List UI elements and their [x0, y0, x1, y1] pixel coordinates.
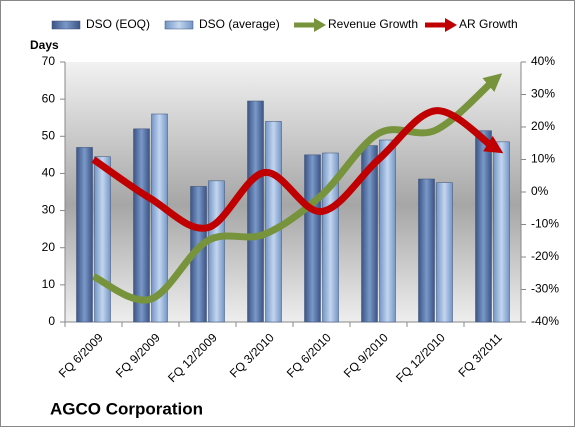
bar	[133, 128, 150, 323]
y2-tick-label: -10%	[531, 217, 559, 231]
y2-tick-label: 40%	[531, 54, 555, 68]
legend-swatch	[51, 20, 81, 30]
growth-line	[91, 107, 504, 232]
y-tick-label: 60	[42, 91, 56, 105]
chart-title: AGCO Corporation	[50, 399, 203, 418]
y-tick-label: 70	[42, 54, 56, 68]
y-axis-label: Days	[30, 38, 59, 52]
y-tick-label: 0	[48, 314, 55, 328]
bar	[361, 145, 378, 323]
y-tick-label: 10	[42, 277, 56, 291]
y2-tick-label: -40%	[531, 314, 559, 328]
bar	[304, 154, 321, 323]
bar	[436, 182, 453, 323]
bar	[493, 141, 510, 323]
y2-tick-label: -20%	[531, 249, 559, 263]
y-tick-label: 20	[42, 240, 56, 254]
bar	[247, 100, 264, 323]
y-tick-label: 30	[42, 203, 56, 217]
bar	[475, 130, 492, 323]
bar	[265, 121, 282, 323]
bar	[379, 139, 396, 323]
legend-label: DSO (EOQ)	[86, 17, 150, 31]
bar	[208, 180, 225, 323]
legend-label: Revenue Growth	[328, 17, 418, 31]
y-tick-label: 50	[42, 128, 56, 142]
y2-tick-label: 10%	[531, 152, 555, 166]
legend-arrow	[445, 18, 457, 32]
y2-tick-label: 0%	[531, 184, 549, 198]
y2-tick-label: 20%	[531, 119, 555, 133]
legend-arrow	[314, 18, 326, 32]
bar	[76, 147, 93, 323]
bar	[94, 156, 111, 323]
bar	[418, 178, 435, 323]
legend-label: AR Growth	[459, 17, 518, 31]
growth-line	[91, 73, 503, 304]
y2-tick-label: 30%	[531, 87, 555, 101]
legend-label: DSO (average)	[199, 17, 280, 31]
y2-tick-label: -30%	[531, 282, 559, 296]
bar	[151, 113, 168, 323]
legend-swatch	[164, 20, 194, 30]
y-tick-label: 40	[42, 166, 56, 180]
